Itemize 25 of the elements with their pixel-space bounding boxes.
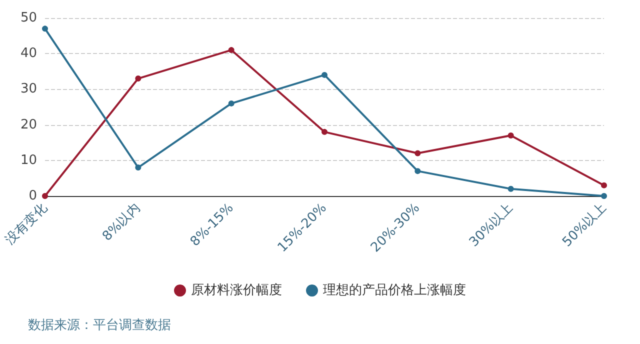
y-tick-label: 0	[28, 188, 37, 204]
point	[508, 132, 514, 138]
legend-label: 原材料涨价幅度	[191, 282, 282, 298]
x-tick-label: 没有变化	[2, 200, 50, 248]
point	[322, 72, 328, 78]
point	[508, 186, 514, 192]
point	[42, 193, 48, 199]
point	[228, 100, 234, 106]
legend-label: 理想的产品价格上涨幅度	[323, 282, 466, 298]
y-tick-label: 40	[20, 46, 37, 62]
source-note: 数据来源：平台调查数据	[28, 318, 171, 333]
point	[414, 168, 421, 174]
x-tick-label: 8%以内	[100, 200, 144, 244]
point	[135, 76, 142, 82]
point	[228, 47, 234, 54]
y-tick-label: 50	[20, 10, 37, 26]
point	[135, 164, 142, 171]
point	[322, 128, 328, 135]
point	[42, 26, 48, 32]
y-tick-label: 10	[20, 152, 37, 168]
point	[414, 150, 421, 156]
point	[601, 193, 607, 199]
point	[601, 182, 607, 188]
y-tick-label: 30	[20, 82, 37, 97]
y-tick-label: 20	[20, 117, 37, 132]
